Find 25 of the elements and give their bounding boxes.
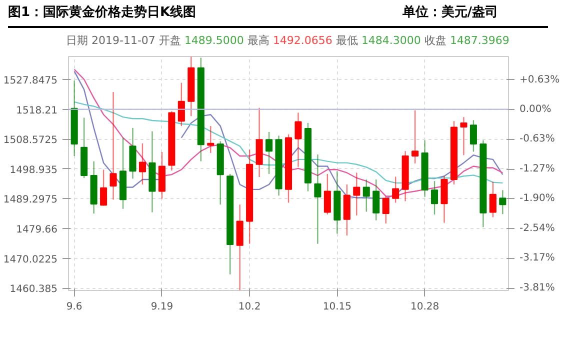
y2-tick-label: 0.00% [520,104,552,115]
y-tick-label: 1498.935 [10,164,58,176]
chart-subtitle: 单位：美元/盎司 [402,4,498,22]
line-series [74,101,504,184]
x-tick-label: 10.2 [238,302,261,312]
chart-title: 图1：国际黄金价格走势日K线图 [8,4,196,22]
y-tick-label: 1508.5725 [3,135,58,146]
y2-tick-label: +0.63% [520,74,560,86]
y2-tick-label: -1.27% [520,164,555,175]
y-tick-label: 1527.8475 [3,76,58,87]
y2-tick-label: -3.81% [520,282,555,294]
x-tick-label: 10.28 [410,302,440,312]
x-tick-label: 9.6 [66,302,82,312]
y-tick-label: 1460.385 [10,284,58,296]
x-tick-label: 9.19 [150,302,174,312]
y-tick-label: 1479.66 [16,224,58,236]
text: 日期 2019-11-07 开盘 1489.5000 最高 1492.0656 最低 1484.3000 收盘 1487.3969 [66,34,510,47]
y2-tick-label: -3.17% [520,252,555,264]
y-tick-label: 1470.0225 [3,254,58,266]
y-tick-label: 1489.2975 [3,194,58,206]
x-tick-label: 10.15 [322,302,352,312]
y2-tick-label: -2.54% [520,223,555,234]
y-tick-label: 1518.21 [16,105,58,116]
y2-tick-label: -0.63% [520,134,555,145]
y2-tick-label: -1.90% [520,193,555,204]
